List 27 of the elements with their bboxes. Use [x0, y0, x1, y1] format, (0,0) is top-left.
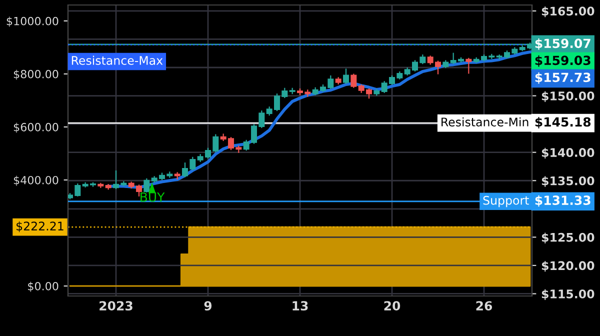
y-tick-label: $135.00 — [542, 176, 594, 187]
ref-line-label: Support — [483, 196, 529, 208]
y-tick-label: $120.00 — [542, 260, 594, 272]
x-tick-label: 13 — [292, 301, 308, 311]
y2-tick-label: $0.00 — [28, 282, 58, 292]
y2-tick-label: $1000.00 — [6, 16, 58, 27]
ref-line-label: $222.21 — [16, 221, 64, 232]
y-tick-label: $150.00 — [542, 91, 594, 102]
y2-tick-label: $400.00 — [14, 176, 58, 186]
ref-line-label: Resistance-Min — [442, 117, 528, 126]
x-tick-label: 9 — [204, 301, 212, 311]
x-tick-label: 26 — [476, 301, 492, 311]
x-tick-label: 2023 — [100, 301, 132, 311]
text: $157.73 — [535, 72, 590, 84]
ref-line-label: Resistance-Max — [72, 56, 163, 65]
y-tick-label: $165.00 — [542, 6, 594, 18]
y2-tick-label: $800.00 — [14, 70, 58, 80]
x-tick-label: 20 — [384, 301, 400, 311]
text: $159.03 — [535, 55, 590, 67]
y-tick-label: $115.00 — [542, 289, 594, 300]
annotation: BUY — [140, 192, 165, 202]
y-tick-label: $125.00 — [542, 232, 594, 244]
y-tick-label: $140.00 — [542, 148, 594, 159]
text: $145.18 — [535, 116, 591, 128]
y2-tick-label: $600.00 — [14, 122, 58, 133]
text: $131.33 — [535, 195, 590, 207]
text: $159.07 — [535, 38, 590, 50]
